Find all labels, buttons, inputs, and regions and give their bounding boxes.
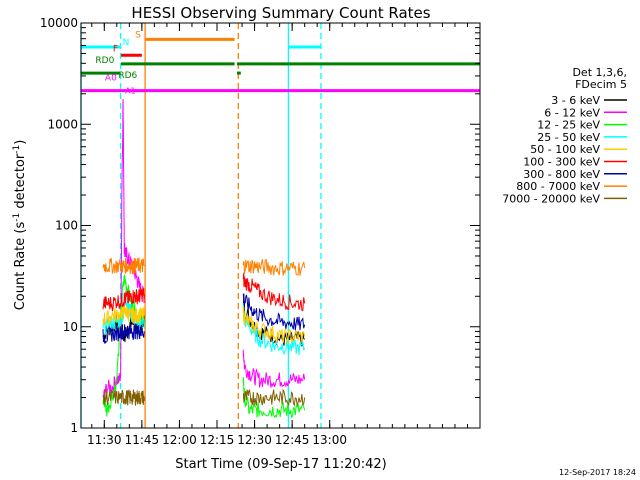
x-tick-label: 13:00 bbox=[312, 433, 347, 447]
x-axis-ticks: 11:30 11:45 12:00 12:15 12:30 12:45 13:00 bbox=[87, 23, 481, 447]
x-axis-label: Start Time (09-Sep-17 11:20:42) bbox=[175, 457, 386, 472]
flag-label-a1: A1 bbox=[125, 87, 136, 96]
footer-timestamp: 12-Sep-2017 18:24 bbox=[559, 468, 636, 477]
flag-label-f: F bbox=[113, 44, 118, 54]
series-line-5-1 bbox=[242, 272, 306, 312]
x-tick-label: 12:00 bbox=[162, 433, 197, 447]
legend-label: 50 - 100 keV bbox=[530, 143, 600, 156]
y-tick-label: 10 bbox=[63, 320, 78, 334]
legend-label: 100 - 300 keV bbox=[523, 156, 600, 169]
series-line-4-0 bbox=[102, 304, 145, 326]
legend-label: 25 - 50 keV bbox=[537, 131, 600, 144]
series-line-3-1 bbox=[242, 303, 306, 356]
y-axis-label: Count Rate (s-1 detector-1) bbox=[12, 140, 28, 311]
y-tick-label: 1000 bbox=[47, 117, 78, 131]
legend-label: 6 - 12 keV bbox=[544, 106, 600, 119]
flag-label-a0: A0 bbox=[105, 74, 117, 84]
flag-label-s: S bbox=[135, 30, 141, 40]
series-line-7-1 bbox=[242, 258, 306, 276]
series-line-6-0 bbox=[102, 323, 145, 344]
data-series bbox=[102, 99, 306, 419]
flag-label-n: N bbox=[123, 38, 130, 48]
series-line-5-0 bbox=[102, 287, 145, 312]
series-line-4-1 bbox=[242, 306, 306, 345]
series-line-8-0 bbox=[102, 389, 145, 406]
x-tick-label: 12:45 bbox=[275, 433, 310, 447]
x-tick-label: 12:15 bbox=[200, 433, 235, 447]
y-axis-ticks: 1 10 100 1000 10000 bbox=[40, 16, 480, 435]
x-tick-label: 11:30 bbox=[87, 433, 122, 447]
flag-label-rd6: RD6 bbox=[118, 71, 137, 81]
legend-header-0: Det 1,3,6, bbox=[572, 66, 627, 79]
y-tick-label: 1 bbox=[70, 421, 78, 435]
y-tick-label: 10000 bbox=[40, 16, 78, 30]
legend-header-1: FDecim 5 bbox=[575, 78, 627, 91]
series-line-1-0 bbox=[102, 99, 145, 399]
legend-label: 12 - 25 keV bbox=[537, 119, 600, 132]
legend-label: 800 - 7000 keV bbox=[516, 180, 600, 193]
series-line-1-1 bbox=[242, 349, 306, 388]
chart-title: HESSI Observing Summary Count Rates bbox=[131, 4, 430, 22]
legend-label: 7000 - 20000 keV bbox=[502, 192, 600, 205]
series-line-7-0 bbox=[102, 256, 145, 276]
x-tick-label: 11:45 bbox=[125, 433, 160, 447]
series-line-6-1 bbox=[242, 293, 306, 331]
legend-label: 300 - 800 keV bbox=[523, 168, 600, 181]
x-tick-label: 12:30 bbox=[237, 433, 272, 447]
y-tick-label: 100 bbox=[55, 219, 78, 233]
flag-label-rd0: RD0 bbox=[95, 56, 114, 66]
series-line-2-1 bbox=[242, 376, 306, 419]
legend-label: 3 - 6 keV bbox=[551, 94, 600, 107]
series-line-8-1 bbox=[242, 388, 306, 407]
